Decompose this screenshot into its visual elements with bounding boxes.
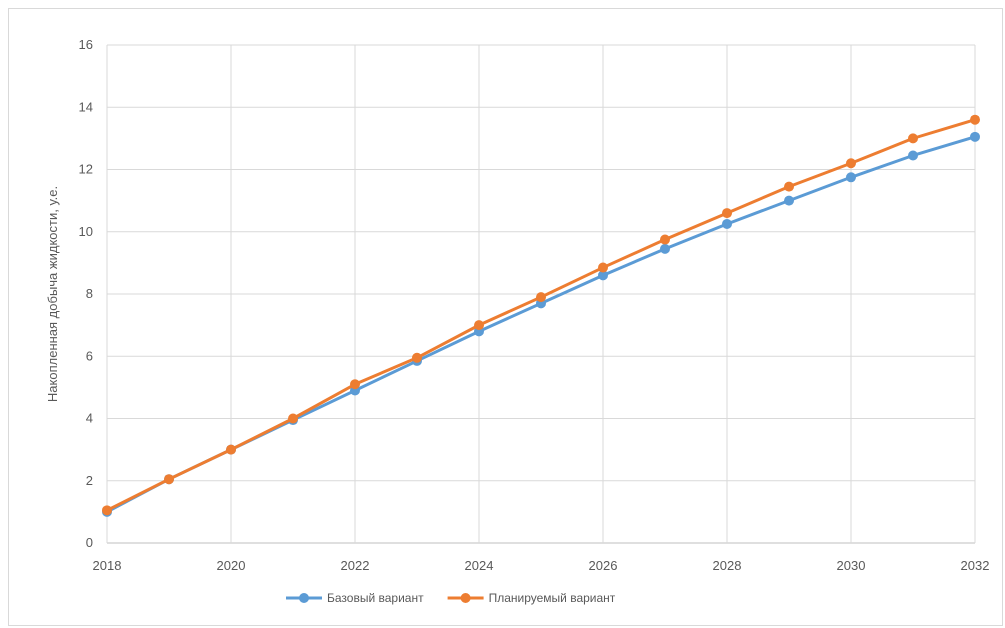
data-point-series-1 [970,131,980,142]
data-point-series-2 [474,320,484,331]
legend: Базовый вариант Планируемый вариант [286,591,616,605]
legend-swatch-marker [299,593,309,603]
data-point-series-2 [102,505,112,516]
series-layer [102,114,980,517]
y-tick-label: 2 [86,473,93,488]
data-point-series-2 [908,133,918,144]
legend-label: Планируемый вариант [489,591,616,605]
x-tick-label: 2028 [713,558,742,573]
axis-ticks: 0 2 4 6 8 10 12 14 16 2018 2020 2022 2024 2026 2028 203… [79,37,990,573]
data-point-series-1 [660,243,670,254]
y-tick-label: 4 [86,411,93,426]
data-point-series-1 [598,270,608,281]
y-axis-label: Накопленная добыча жидкости, у.е. [45,186,60,402]
x-tick-label: 2030 [837,558,866,573]
data-point-series-2 [226,444,236,455]
data-point-series-2 [288,413,298,424]
legend-swatch-marker [460,593,471,603]
data-point-series-1 [908,150,918,161]
x-tick-label: 2020 [217,558,246,573]
y-tick-label: 8 [86,286,93,301]
y-tick-label: 10 [79,224,93,239]
data-point-series-2 [598,262,608,273]
data-point-series-2 [846,158,856,169]
series-line-1 [105,135,977,514]
y-tick-label: 14 [79,99,93,114]
data-point-series-2 [660,234,670,245]
chart-frame [8,8,1003,626]
x-tick-label: 2022 [341,558,370,573]
y-tick-label: 12 [79,162,93,177]
data-point-series-1 [722,218,732,229]
data-point-series-2 [412,352,422,363]
x-tick-label: 2018 [93,558,122,573]
data-point-series-2 [970,114,980,125]
data-point-series-2 [784,181,794,192]
x-tick-label: 2024 [465,558,494,573]
data-point-series-2 [350,379,360,390]
data-point-series-2 [536,292,546,303]
legend-item-1: Базовый вариант [286,591,424,605]
x-tick-label: 2032 [961,558,990,573]
data-point-series-1 [846,172,856,183]
y-tick-label: 6 [86,348,93,363]
y-tick-label: 16 [79,37,93,52]
data-point-series-1 [784,195,794,206]
data-point-series-2 [722,208,732,219]
x-tick-label: 2026 [589,558,618,573]
y-tick-label: 0 [86,535,93,550]
data-point-series-2 [164,474,174,485]
legend-item-2: Планируемый вариант [447,591,616,605]
legend-label: Базовый вариант [327,591,424,605]
